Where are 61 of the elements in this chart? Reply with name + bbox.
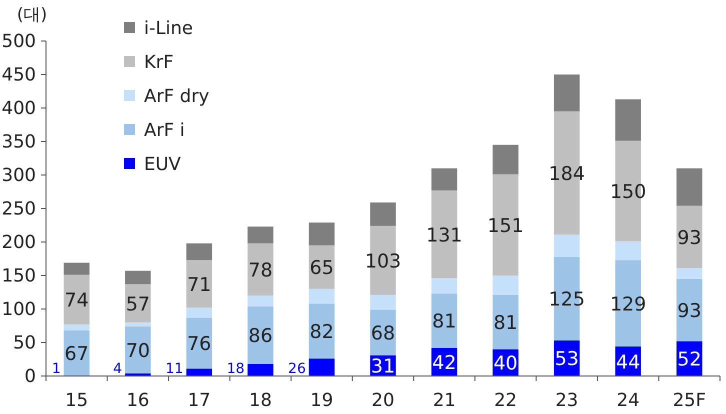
data-label: 103: [364, 250, 402, 272]
legend-label: ArF i: [144, 120, 185, 141]
data-label: 81: [432, 310, 456, 333]
data-label: 53: [554, 348, 579, 370]
legend-label: KrF: [144, 52, 174, 73]
y-axis-title: (대): [16, 5, 48, 25]
y-tick-label: 100: [2, 299, 36, 320]
x-tick-label: 16: [126, 390, 150, 411]
x-tick-label: 24: [616, 390, 640, 411]
y-tick-label: 300: [2, 165, 36, 186]
data-label: 11: [165, 361, 184, 377]
x-tick-label: 21: [432, 390, 456, 411]
legend-label: EUV: [144, 154, 182, 175]
y-tick-label: 50: [13, 332, 36, 354]
y-tick-label: 150: [2, 266, 36, 286]
data-label: 40: [493, 352, 518, 375]
data-label: 71: [187, 274, 212, 296]
legend-label: i-Line: [144, 18, 194, 39]
data-label: 57: [126, 293, 150, 316]
y-tick-label: 250: [2, 198, 36, 220]
data-label: 151: [487, 214, 524, 237]
data-label: 18: [226, 361, 245, 377]
data-label: 76: [187, 333, 212, 356]
x-tick-label: 23: [555, 390, 578, 411]
x-tick-label: 17: [188, 390, 211, 411]
data-label: 70: [126, 340, 150, 362]
y-tick-label: 400: [2, 98, 36, 119]
data-label: 74: [64, 290, 89, 312]
data-label: 93: [677, 300, 702, 322]
data-label: 26: [288, 361, 306, 377]
data-label: 129: [610, 293, 646, 316]
data-label: 86: [248, 325, 273, 348]
x-tick-label: 22: [494, 390, 517, 411]
data-label: 184: [548, 162, 585, 185]
data-label: 42: [432, 352, 456, 374]
x-tick-label: 25F: [672, 390, 706, 411]
data-label: 65: [310, 257, 334, 280]
data-label: 1: [52, 361, 61, 377]
legend-label: ArF dry: [144, 86, 210, 107]
data-label: 44: [616, 351, 640, 374]
data-label: 67: [64, 342, 89, 365]
y-tick-label: 200: [2, 232, 36, 253]
y-tick-label: 500: [2, 31, 36, 52]
data-label: 150: [610, 181, 646, 204]
y-tick-label: 450: [2, 64, 36, 86]
data-label: 52: [677, 348, 702, 371]
x-tick-label: 20: [372, 390, 394, 411]
data-label: 4: [113, 361, 122, 377]
data-label: 68: [370, 322, 396, 344]
x-tick-label: 15: [65, 390, 88, 411]
data-label: 131: [426, 224, 462, 246]
data-label: 31: [370, 356, 396, 378]
data-label: 125: [548, 288, 585, 311]
data-label: 93: [677, 226, 702, 249]
y-tick-label: 0: [24, 366, 36, 387]
data-label: 82: [310, 321, 334, 344]
y-tick-label: 350: [2, 132, 36, 152]
x-tick-label: 18: [249, 390, 272, 411]
x-tick-label: 19: [310, 390, 334, 411]
data-label: 81: [493, 312, 518, 334]
data-label: 78: [248, 259, 273, 282]
